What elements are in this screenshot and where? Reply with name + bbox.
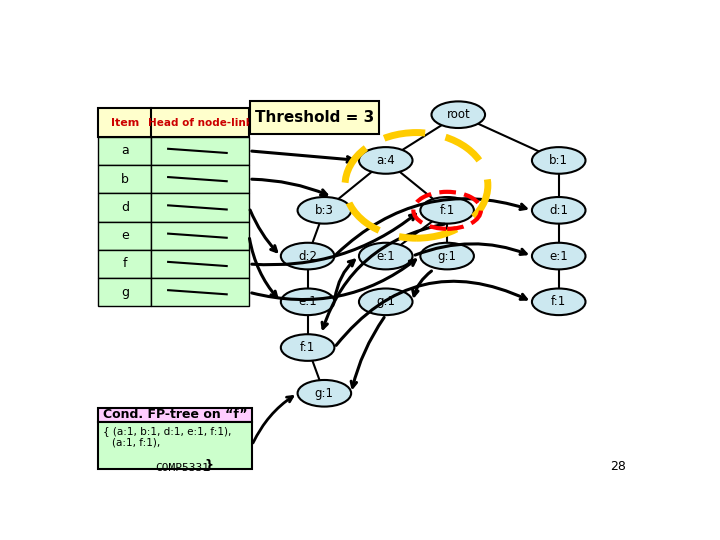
Ellipse shape — [281, 288, 334, 315]
Text: Head of node-link: Head of node-link — [148, 118, 253, 127]
FancyBboxPatch shape — [151, 278, 249, 306]
Text: { (a:1, b:1, d:1, e:1, f:1),: { (a:1, b:1, d:1, e:1, f:1), — [103, 426, 231, 436]
Text: e:1: e:1 — [377, 249, 395, 262]
Text: f: f — [122, 258, 127, 271]
Text: b:3: b:3 — [315, 204, 334, 217]
Text: e: e — [121, 229, 129, 242]
FancyBboxPatch shape — [99, 278, 151, 306]
Text: e:1: e:1 — [549, 249, 568, 262]
Text: a:4: a:4 — [377, 154, 395, 167]
Text: g:1: g:1 — [315, 387, 334, 400]
Ellipse shape — [532, 197, 585, 224]
Ellipse shape — [532, 243, 585, 269]
FancyBboxPatch shape — [151, 250, 249, 278]
Ellipse shape — [359, 147, 413, 174]
Text: f:1: f:1 — [439, 204, 455, 217]
Text: }: } — [204, 459, 213, 472]
FancyBboxPatch shape — [99, 422, 252, 469]
Text: f:1: f:1 — [551, 295, 567, 308]
Text: root: root — [446, 108, 470, 121]
Text: g:1: g:1 — [438, 249, 456, 262]
FancyBboxPatch shape — [99, 165, 151, 193]
FancyBboxPatch shape — [99, 137, 151, 165]
Text: g:1: g:1 — [377, 295, 395, 308]
Text: g: g — [121, 286, 129, 299]
Ellipse shape — [359, 243, 413, 269]
Text: COMP5331: COMP5331 — [155, 463, 209, 473]
Ellipse shape — [281, 243, 334, 269]
Text: b:1: b:1 — [549, 154, 568, 167]
Ellipse shape — [420, 197, 474, 224]
Text: Item: Item — [111, 118, 139, 127]
FancyBboxPatch shape — [151, 221, 249, 250]
Ellipse shape — [532, 288, 585, 315]
FancyBboxPatch shape — [99, 109, 249, 137]
Ellipse shape — [297, 197, 351, 224]
Text: e:1: e:1 — [298, 295, 317, 308]
Ellipse shape — [532, 147, 585, 174]
Ellipse shape — [431, 102, 485, 128]
FancyBboxPatch shape — [151, 165, 249, 193]
Text: Cond. FP-tree on “f”: Cond. FP-tree on “f” — [103, 408, 248, 421]
FancyBboxPatch shape — [151, 137, 249, 165]
Text: Threshold = 3: Threshold = 3 — [255, 110, 374, 125]
FancyBboxPatch shape — [99, 221, 151, 250]
Ellipse shape — [420, 243, 474, 269]
Text: f:1: f:1 — [300, 341, 315, 354]
FancyBboxPatch shape — [250, 101, 379, 134]
Ellipse shape — [359, 288, 413, 315]
Ellipse shape — [281, 334, 334, 361]
Ellipse shape — [297, 380, 351, 407]
Text: 28: 28 — [610, 460, 626, 473]
Text: d: d — [121, 201, 129, 214]
FancyBboxPatch shape — [151, 193, 249, 221]
Text: d:2: d:2 — [298, 249, 317, 262]
Text: b: b — [121, 173, 129, 186]
FancyBboxPatch shape — [99, 250, 151, 278]
FancyBboxPatch shape — [99, 408, 252, 422]
FancyBboxPatch shape — [99, 193, 151, 221]
Text: a: a — [121, 144, 129, 157]
Text: d:1: d:1 — [549, 204, 568, 217]
Text: (a:1, f:1),: (a:1, f:1), — [112, 437, 161, 447]
